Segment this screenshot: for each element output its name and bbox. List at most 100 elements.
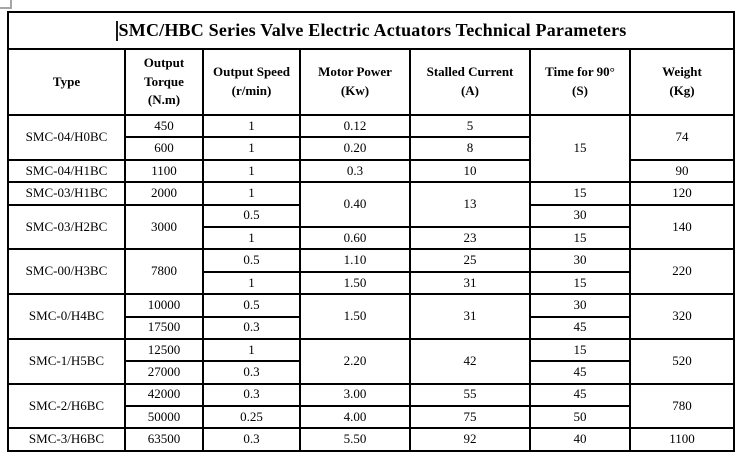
type-cell: SMC-04/H1BC bbox=[7, 158, 126, 184]
value-cell: 42 bbox=[409, 337, 531, 385]
value-cell: 1 bbox=[202, 270, 301, 296]
header-label: Weight bbox=[662, 64, 702, 80]
parameters-table: SMC/HBC Series Valve Electric Actuators … bbox=[6, 11, 736, 452]
header-unit: (Kg) bbox=[669, 83, 695, 98]
table-row: SMC-0/H4BC 10000 0.5 1.50 31 30 320 bbox=[7, 293, 736, 340]
value-cell: 5 bbox=[409, 113, 531, 139]
value-cell: 15 bbox=[529, 270, 631, 296]
value-cell: 45 bbox=[529, 315, 631, 340]
table-row: 1 0.60 23 15 bbox=[8, 225, 734, 251]
value-cell: 10000 bbox=[124, 293, 204, 318]
value-cell: 1 bbox=[202, 113, 301, 139]
value-cell: 3000 bbox=[124, 203, 204, 251]
value-cell: 12500 bbox=[124, 337, 204, 363]
value-cell: 1.50 bbox=[299, 293, 411, 340]
value-cell: 63500 bbox=[124, 427, 204, 452]
value-cell: 1 bbox=[202, 225, 301, 251]
value-cell: 17500 bbox=[124, 315, 204, 340]
header-label: Motor Power bbox=[318, 64, 392, 80]
value-cell: 140 bbox=[628, 203, 736, 251]
value-cell: 600 bbox=[124, 136, 204, 161]
value-cell: 30 bbox=[529, 203, 631, 228]
value-cell: 0.5 bbox=[202, 203, 301, 228]
table-row: SMC-1/H5BC 12500 1 2.20 42 15 520 bbox=[7, 337, 736, 385]
column-header-type: Type bbox=[7, 48, 126, 116]
header-unit: (Kw) bbox=[340, 83, 370, 98]
header-unit: (A) bbox=[460, 83, 480, 98]
value-cell: 1 bbox=[202, 181, 301, 206]
table-row: SMC-03/H2BC 3000 0.5 30 140 bbox=[7, 203, 736, 251]
value-cell: 55 bbox=[409, 382, 531, 408]
type-cell: SMC-04/H0BC bbox=[7, 114, 126, 161]
value-cell: 8 bbox=[409, 136, 531, 161]
table-title: SMC/HBC Series Valve Electric Actuators … bbox=[118, 20, 627, 41]
table-row: 50000 0.25 4.00 75 50 bbox=[8, 405, 734, 430]
value-cell: 2.20 bbox=[299, 337, 411, 385]
table-row: SMC-03/H1BC 2000 1 0.40 13 15 120 bbox=[7, 181, 736, 228]
value-cell: 320 bbox=[628, 293, 736, 340]
value-cell: 30 bbox=[529, 293, 631, 318]
value-cell: 450 bbox=[124, 113, 204, 139]
value-cell: 40 bbox=[529, 427, 631, 452]
header-label: Time for 90° bbox=[545, 64, 615, 80]
value-cell: 1.10 bbox=[299, 248, 411, 273]
value-cell: 0.25 bbox=[202, 405, 301, 430]
column-header-time-for-90: Time for 90° (S) bbox=[529, 48, 631, 116]
table-row: 27000 0.3 45 bbox=[8, 360, 734, 385]
table-header-row: Type Output Torque (N.m) Output Speed (r… bbox=[7, 48, 736, 116]
value-cell: 92 bbox=[409, 427, 531, 452]
type-cell: SMC-1/H5BC bbox=[7, 337, 126, 385]
value-cell: 45 bbox=[529, 360, 631, 385]
value-cell: 13 bbox=[409, 181, 531, 228]
value-cell: 0.3 bbox=[202, 382, 301, 408]
column-header-motor-power: Motor Power (Kw) bbox=[299, 48, 411, 116]
header-label: Output Torque bbox=[143, 54, 185, 89]
table-title-cell: SMC/HBC Series Valve Electric Actuators … bbox=[6, 11, 736, 50]
table-row: 600 1 0.20 8 bbox=[8, 136, 734, 161]
header-unit: (r/min) bbox=[231, 83, 272, 98]
header-unit: (N.m) bbox=[147, 92, 181, 108]
value-cell: 520 bbox=[628, 337, 736, 385]
value-cell: 45 bbox=[529, 382, 631, 408]
value-cell: 2000 bbox=[124, 181, 204, 206]
table-title-row: SMC/HBC Series Valve Electric Actuators … bbox=[6, 11, 736, 50]
value-cell: 15 bbox=[529, 225, 631, 251]
value-cell: 25 bbox=[409, 248, 531, 273]
table-row: SMC-2/H6BC 42000 0.3 3.00 55 45 780 bbox=[7, 382, 736, 430]
value-cell: 50000 bbox=[124, 405, 204, 430]
type-cell: SMC-00/H3BC bbox=[7, 248, 126, 296]
value-cell: 0.3 bbox=[202, 360, 301, 385]
value-cell: 1 bbox=[202, 158, 301, 184]
value-cell: 5.50 bbox=[299, 427, 411, 452]
value-cell: 30 bbox=[529, 248, 631, 273]
value-cell: 780 bbox=[628, 382, 736, 430]
column-header-output-torque: Output Torque (N.m) bbox=[124, 48, 204, 116]
value-cell: 0.5 bbox=[202, 248, 301, 273]
type-cell: SMC-3/H6BC bbox=[7, 427, 126, 452]
value-cell: 0.5 bbox=[202, 293, 301, 318]
type-cell: SMC-03/H2BC bbox=[7, 203, 126, 251]
column-header-stalled-current: Stalled Current (A) bbox=[409, 48, 531, 116]
value-cell: 0.40 bbox=[299, 181, 411, 228]
value-cell: 15 bbox=[529, 113, 631, 184]
value-cell: 15 bbox=[529, 181, 631, 206]
value-cell: 1100 bbox=[628, 427, 736, 452]
value-cell: 31 bbox=[409, 270, 531, 296]
column-header-output-speed: Output Speed (r/min) bbox=[202, 48, 301, 116]
header-label: Output Speed bbox=[213, 64, 290, 80]
window-corner-artifact bbox=[0, 0, 12, 9]
type-cell: SMC-2/H6BC bbox=[7, 382, 126, 430]
value-cell: 220 bbox=[628, 248, 736, 296]
value-cell: 0.20 bbox=[299, 136, 411, 161]
table-row: SMC-04/H1BC 1100 1 0.3 10 90 bbox=[7, 158, 736, 184]
value-cell: 1100 bbox=[124, 158, 204, 184]
value-cell: 4.00 bbox=[299, 405, 411, 430]
value-cell: 75 bbox=[409, 405, 531, 430]
table-row: SMC-04/H0BC 450 1 0.12 5 15 74 bbox=[7, 113, 736, 184]
value-cell: 0.3 bbox=[202, 427, 301, 452]
value-cell: 1 bbox=[202, 136, 301, 161]
column-header-weight: Weight (Kg) bbox=[628, 48, 736, 116]
table-row: 17500 0.3 45 bbox=[8, 315, 734, 340]
type-cell: SMC-03/H1BC bbox=[7, 181, 126, 206]
